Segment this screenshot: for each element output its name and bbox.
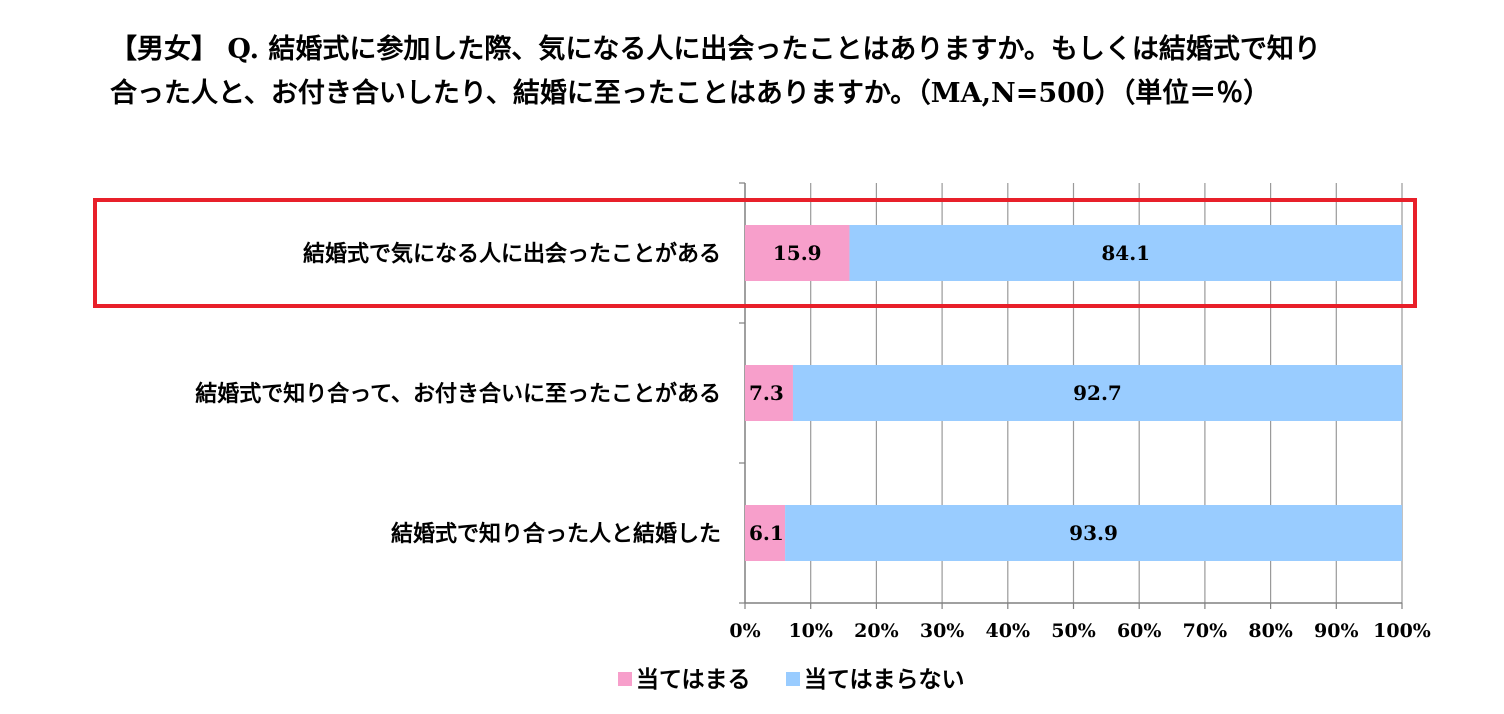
x-tick-label: 0% xyxy=(729,620,760,642)
highlight-box xyxy=(93,198,1417,308)
chart-title: 【男女】 Q. 結婚式に参加した際、気になる人に出会ったことはありますか。もしく… xyxy=(110,28,1410,116)
x-tick-label: 60% xyxy=(1117,620,1162,642)
bar-segment-not-applicable xyxy=(792,365,1402,421)
x-tick-label: 90% xyxy=(1314,620,1359,642)
x-tick-label: 10% xyxy=(788,620,833,642)
category-label: 結婚式で知り合って、お付き合いに至ったことがある xyxy=(195,381,721,407)
x-tick-label: 100% xyxy=(1373,620,1431,642)
data-label: 15.9 xyxy=(773,241,822,265)
data-label: 92.7 xyxy=(1073,381,1122,405)
data-label: 6.1 xyxy=(749,521,784,545)
category-label: 結婚式で知り合った人と結婚した xyxy=(391,521,721,547)
x-tick-label: 50% xyxy=(1051,620,1096,642)
legend-swatch xyxy=(618,672,632,686)
x-tick-label: 40% xyxy=(986,620,1031,642)
x-tick-label: 80% xyxy=(1248,620,1293,642)
x-tick-label: 70% xyxy=(1183,620,1228,642)
data-label: 7.3 xyxy=(749,381,784,405)
bar-segment-applicable xyxy=(745,225,850,281)
title-line-2: 合った人と、お付き合いしたり、結婚に至ったことはありますか。（MA,N=500）… xyxy=(110,78,1271,109)
data-label: 84.1 xyxy=(1101,241,1150,265)
legend-label: 当てはまる xyxy=(636,666,751,693)
data-label: 93.9 xyxy=(1069,521,1118,545)
bar-segment-applicable xyxy=(745,365,793,421)
legend-label: 当てはまらない xyxy=(804,666,965,693)
bar-segment-not-applicable xyxy=(785,505,1402,561)
title-line-1: 【男女】 Q. 結婚式に参加した際、気になる人に出会ったことはありますか。もしく… xyxy=(110,34,1321,65)
legend-swatch xyxy=(786,672,800,686)
x-tick-label: 20% xyxy=(854,620,899,642)
category-label: 結婚式で気になる人に出会ったことがある xyxy=(303,241,721,267)
bar-segment-not-applicable xyxy=(849,225,1402,281)
x-tick-label: 30% xyxy=(920,620,965,642)
bar-segment-applicable xyxy=(745,505,786,561)
